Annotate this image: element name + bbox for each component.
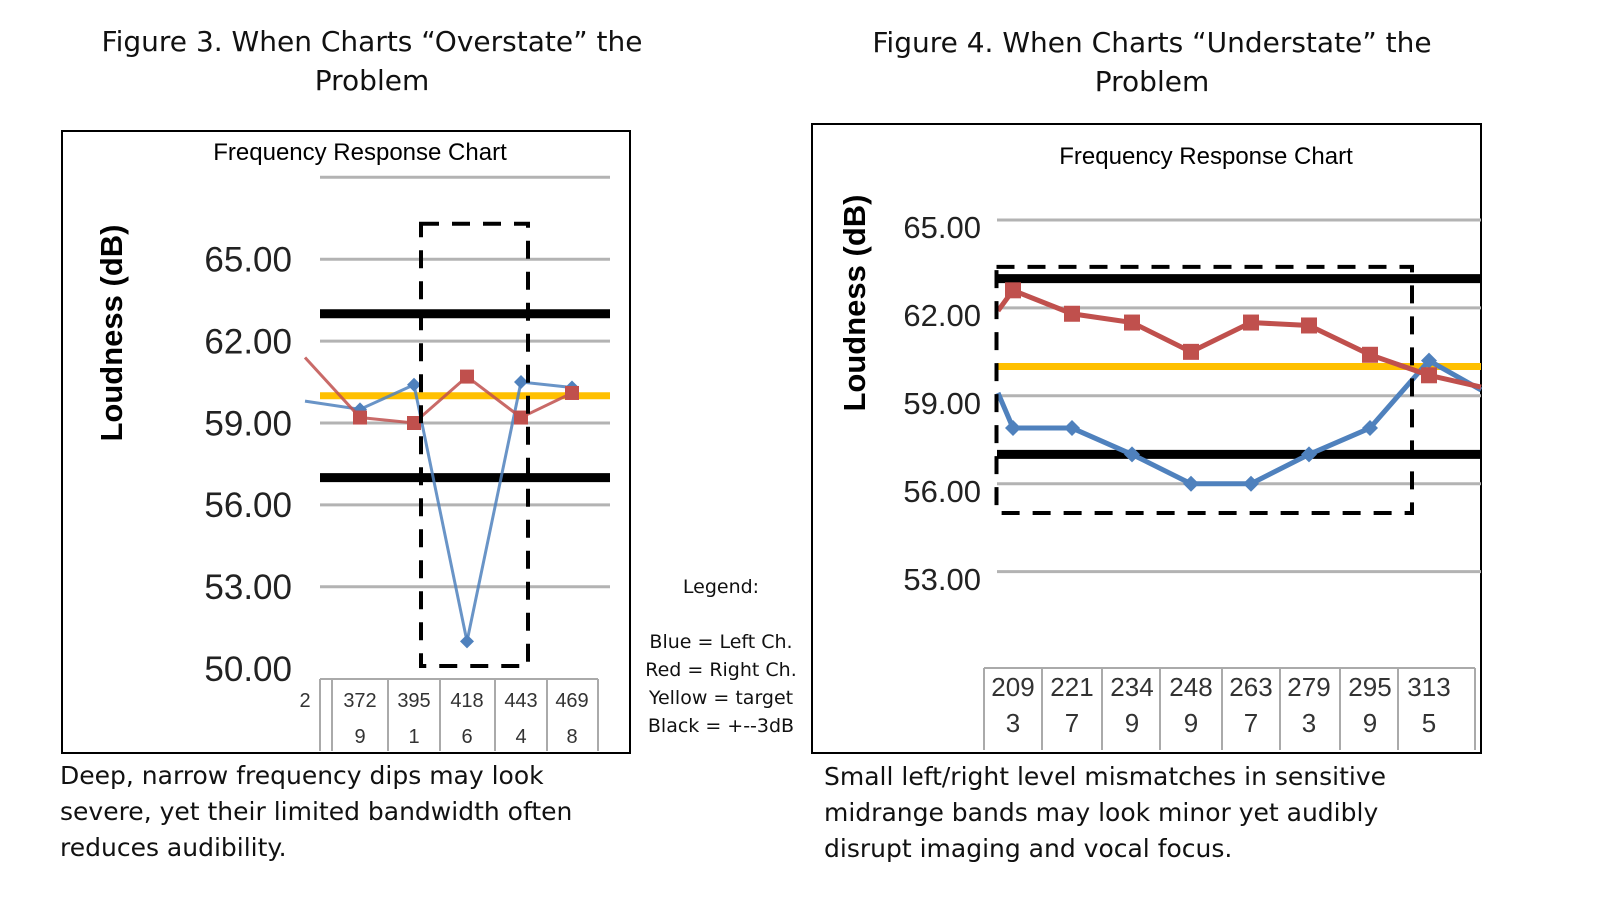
right-channel-point [1301, 317, 1317, 334]
left-channel-point [1183, 475, 1199, 492]
x-tick-label: 395 [397, 690, 430, 712]
x-tick-label: 372 [343, 690, 376, 712]
figure3-title-line1: Figure 3. When Charts “Overstate” the [101, 25, 643, 58]
caption-line: Deep, narrow frequency dips may look [60, 761, 544, 790]
legend-item-limits: Black = +--3dB [647, 715, 795, 737]
y-tick-label: 59.00 [903, 386, 981, 421]
x-tick-label: 209 [991, 672, 1034, 702]
left-channel-point [1124, 446, 1140, 463]
left-channel-point [1362, 420, 1378, 437]
chart-title: Frequency Response Chart [1059, 143, 1353, 170]
legend-item-left: Blue = Left Ch. [649, 631, 793, 653]
chart-title: Frequency Response Chart [213, 139, 507, 166]
x-tick-label: 2 [299, 690, 310, 712]
y-tick-label: 50.00 [204, 650, 292, 689]
legend: Legend: Blue = Left Ch. Red = Right Ch. … [631, 573, 811, 740]
left-channel-point [407, 377, 421, 392]
right-channel-point [1124, 314, 1140, 331]
figure3-title-line2: Problem [314, 64, 430, 97]
chart-figure4: Frequency Response Chart Loudness (dB) 65.… [811, 123, 1483, 754]
y-tick-label: 62.00 [204, 322, 292, 361]
right-channel-point [460, 369, 474, 384]
x-tick-label: 3 [1006, 708, 1020, 738]
right-channel-point [1005, 282, 1021, 299]
chart-frame [811, 123, 1482, 754]
figure3-caption: Deep, narrow frequency dips may look sev… [60, 758, 620, 866]
x-tick-label: 9 [1363, 708, 1377, 738]
x-tick-label: 221 [1050, 672, 1093, 702]
right-channel-point [353, 410, 367, 425]
caption-line: severe, yet their limited bandwidth ofte… [60, 797, 573, 826]
x-tick-label: 418 [450, 690, 483, 712]
left-channel-point [1301, 446, 1317, 463]
x-tick-label: 9 [1184, 708, 1198, 738]
x-tick-label: 9 [354, 726, 365, 748]
legend-item-target: Yellow = target [648, 687, 794, 709]
y-tick-label: 65.00 [204, 240, 292, 279]
x-tick-label: 4 [515, 726, 526, 748]
left-channel-point [514, 375, 528, 390]
y-tick-label: 53.00 [903, 562, 981, 597]
highlight-box [419, 221, 530, 668]
right-channel-point [565, 385, 579, 400]
y-tick-label: 56.00 [204, 486, 292, 525]
figure4-title: Figure 4. When Charts “Understate” the P… [842, 23, 1462, 101]
right-channel-point [1362, 346, 1378, 363]
y-tick-label: 62.00 [903, 298, 981, 333]
y-tick-label: 56.00 [903, 474, 981, 509]
chart-frame [61, 130, 631, 754]
x-tick-label: 9 [1125, 708, 1139, 738]
caption-line: disrupt imaging and vocal focus. [824, 834, 1233, 863]
legend-item-right: Red = Right Ch. [645, 659, 797, 681]
y-axis-label: Loudness (dB) [837, 195, 872, 412]
x-tick-label: 234 [1110, 672, 1153, 702]
highlight-box [994, 264, 1414, 515]
x-tick-label: 469 [555, 690, 588, 712]
right-channel-point [1183, 343, 1199, 360]
right-channel-point [407, 416, 421, 430]
y-tick-label: 53.00 [204, 568, 292, 607]
x-tick-label: 1 [408, 726, 419, 748]
left-channel-point [1421, 352, 1437, 369]
right-channel-point [514, 410, 528, 425]
x-tick-label: 263 [1229, 672, 1272, 702]
x-tick-label: 3 [1302, 708, 1316, 738]
x-tick-label: 7 [1244, 708, 1258, 738]
x-tick-label: 295 [1348, 672, 1391, 702]
x-tick-label: 6 [461, 726, 472, 748]
x-tick-label: 313 [1407, 672, 1450, 702]
y-axis-label: Loudness (dB) [94, 225, 129, 442]
right-channel-point [1064, 305, 1080, 322]
x-tick-label: 7 [1065, 708, 1079, 738]
figure3-title: Figure 3. When Charts “Overstate” the Pr… [62, 22, 682, 100]
left-channel-point [1064, 420, 1080, 437]
x-tick-label: 8 [566, 726, 577, 748]
right-channel-point [1243, 314, 1259, 331]
chart-figure3: Frequency Response Chart Loudness (dB) 65.… [61, 130, 631, 754]
legend-heading: Legend: [682, 576, 760, 598]
x-tick-label: 5 [1422, 708, 1436, 738]
left-channel-line [995, 357, 1483, 487]
figure4-title-line1: Figure 4. When Charts “Understate” the [872, 26, 1432, 59]
y-tick-label: 59.00 [204, 404, 292, 443]
right-channel-line [995, 287, 1482, 390]
right-channel-point [1421, 367, 1437, 384]
figure4-caption: Small left/right level mismatches in sen… [824, 759, 1464, 867]
left-channel-point [1243, 475, 1259, 492]
caption-line: Small left/right level mismatches in sen… [824, 762, 1386, 791]
x-tick-label: 248 [1169, 672, 1212, 702]
y-tick-label: 65.00 [903, 210, 981, 245]
left-channel-point [460, 634, 474, 649]
caption-line: midrange bands may look minor yet audibl… [824, 798, 1379, 827]
x-tick-label: 279 [1287, 672, 1330, 702]
figure4-title-line2: Problem [1094, 65, 1210, 98]
x-tick-label: 443 [504, 690, 537, 712]
caption-line: reduces audibility. [60, 833, 287, 862]
left-channel-point [1005, 420, 1021, 437]
